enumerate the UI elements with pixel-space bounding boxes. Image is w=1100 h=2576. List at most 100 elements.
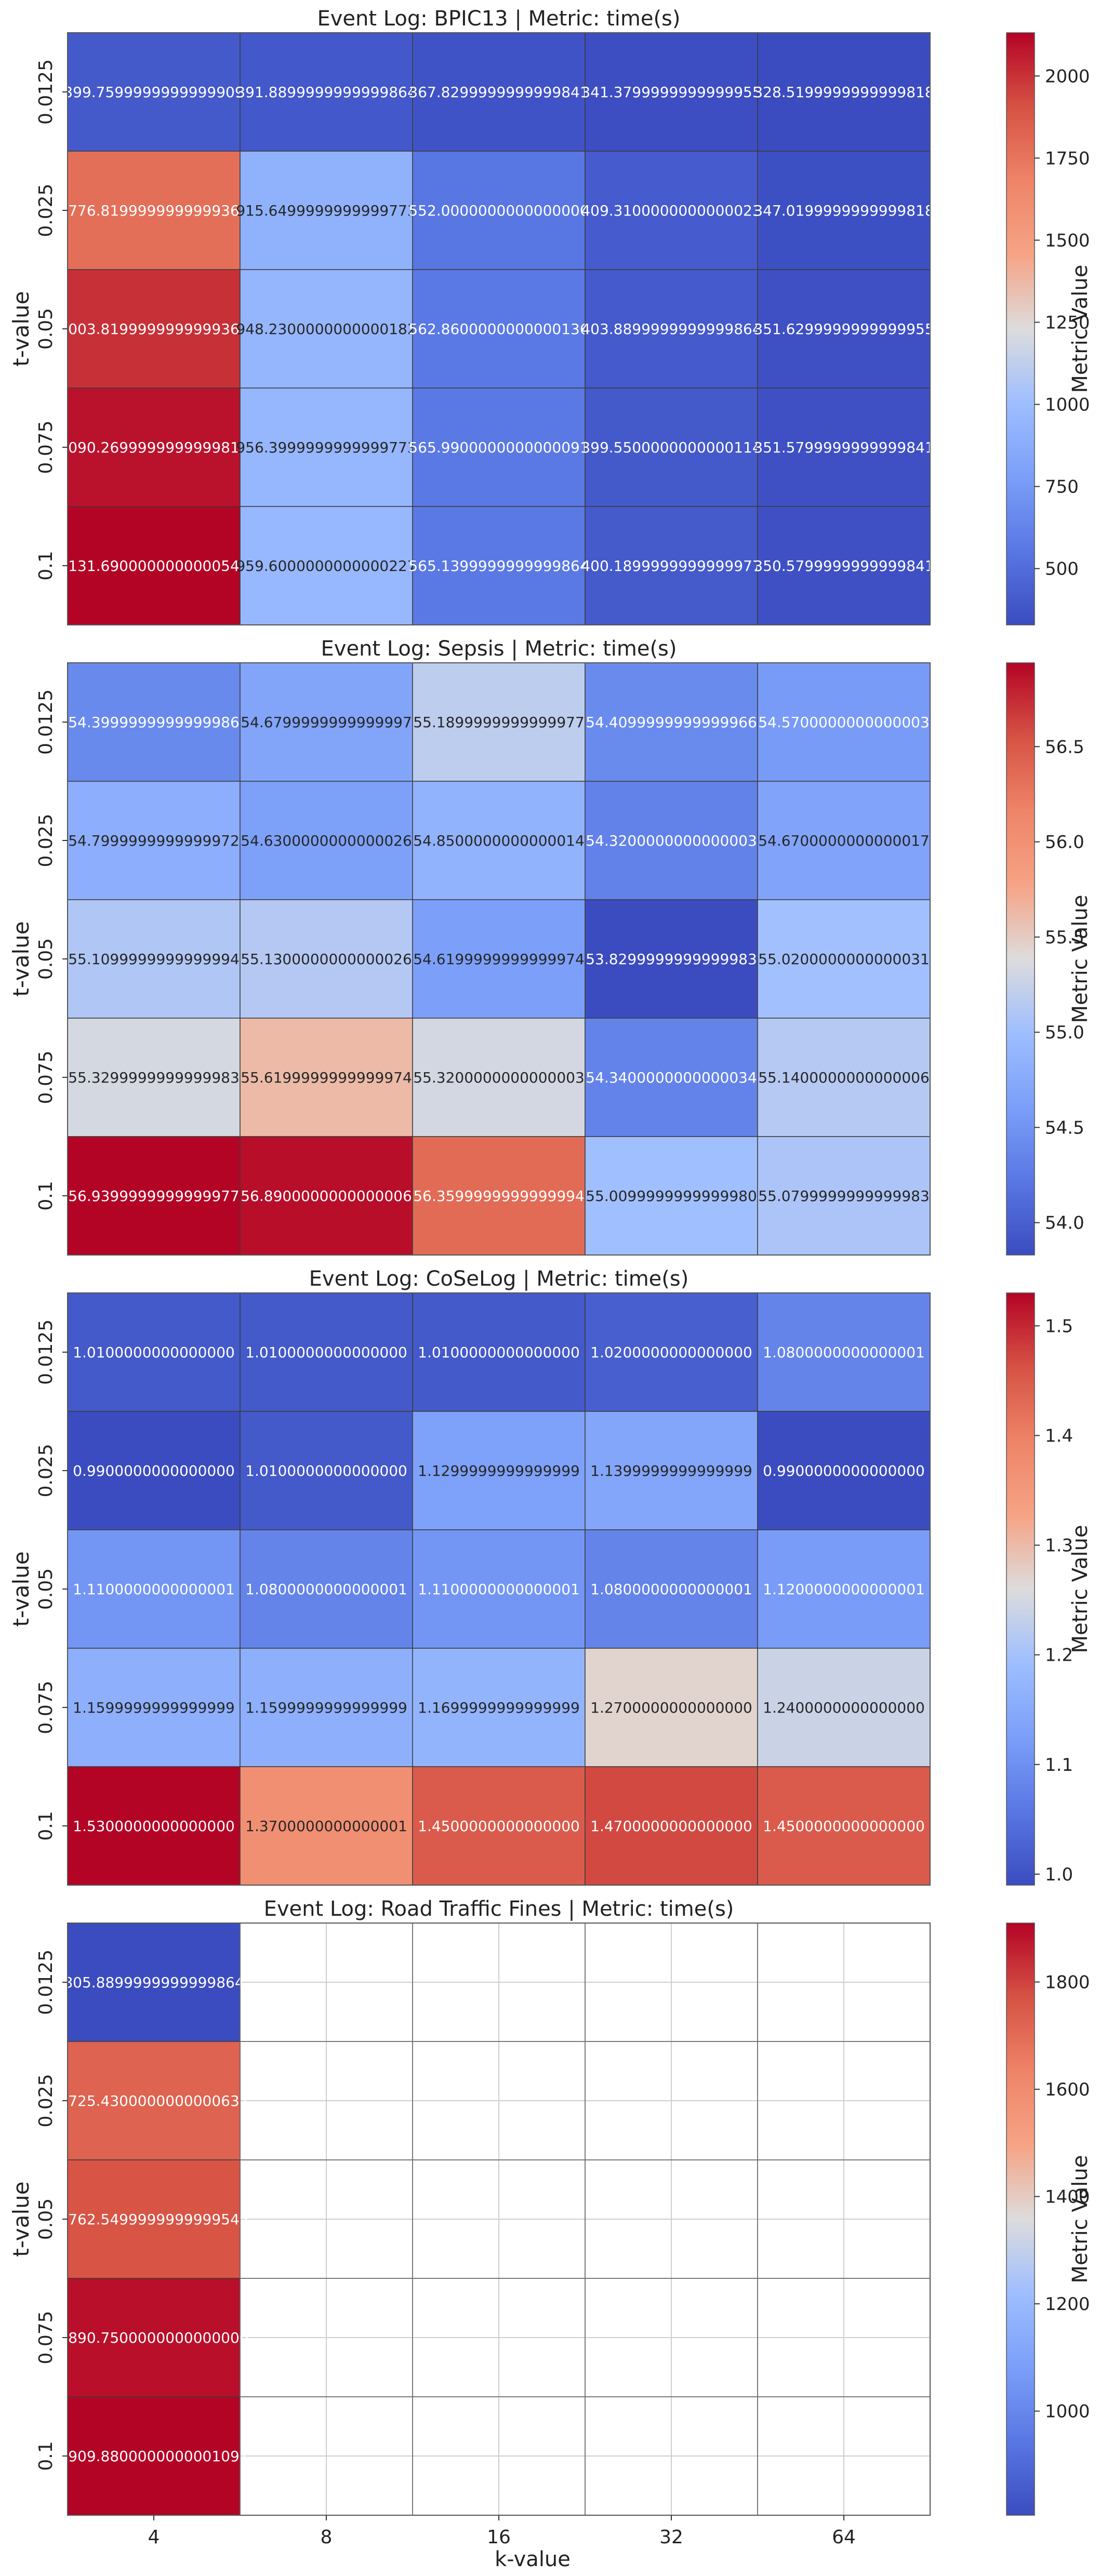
cell-value-label: 341.3799999999999955: [581, 84, 761, 101]
x-tick-label: 4: [148, 2527, 160, 2548]
cell-value-label: 1.4500000000000000: [763, 1818, 925, 1835]
cell-value-label: 1762.5499999999999545: [59, 2211, 248, 2228]
colorbar-tick-label: 56.5: [1045, 737, 1084, 757]
cell-value-label: 1.1399999999999999: [590, 1462, 752, 1479]
heatmap-cell: [585, 1411, 758, 1530]
heatmap-cell: [240, 899, 413, 1019]
cell-value-label: 565.1399999999999864: [408, 557, 589, 575]
heatmap-cell: [585, 506, 758, 625]
heatmap-cell: [412, 1292, 586, 1412]
heatmap-cell: [412, 1136, 586, 1256]
cell-value-label: 1.1100000000000001: [73, 1581, 235, 1598]
cell-value-label: 552.0000000000000000: [408, 202, 589, 219]
cell-value-label: 959.6000000000000227: [236, 557, 416, 575]
y-axis-title: t-value: [8, 2181, 34, 2257]
colorbar-tick-label: 1.1: [1045, 1755, 1073, 1776]
colorbar-tick-label: 56.0: [1045, 832, 1084, 853]
y-tick-label: 0.025: [35, 1444, 57, 1497]
cell-value-label: 1.3700000000000001: [245, 1818, 407, 1835]
heatmap-cell: [240, 1648, 413, 1767]
cell-value-label: 328.5199999999999818: [753, 84, 934, 101]
heatmap-cell: [240, 32, 413, 152]
panel-title: Event Log: Sepsis | Metric: time(s): [321, 637, 677, 661]
heatmap-cell: [757, 1136, 931, 1256]
cell-value-label: 54.6300000000000026: [241, 832, 412, 849]
heatmap-cell: [757, 1766, 931, 1886]
heatmap-cell: [67, 32, 241, 152]
cell-value-label: 56.9399999999999977: [68, 1187, 240, 1205]
cell-value-label: 55.0099999999999980: [586, 1187, 757, 1205]
cell-value-label: 53.8299999999999983: [586, 951, 757, 968]
cell-value-label: 1.0800000000000001: [245, 1581, 407, 1598]
heatmap-cell: [67, 2159, 241, 2279]
y-tick-label: 0.075: [35, 1050, 57, 1104]
cell-value-label: 565.9900000000000091: [408, 439, 589, 456]
heatmap-cell: [67, 1136, 241, 1256]
colorbar-tick-label: 1400: [1045, 2187, 1090, 2208]
heatmap-cell: [67, 662, 241, 782]
cell-value-label: 1909.8800000000001091: [59, 2448, 248, 2465]
y-tick-label: 0.075: [35, 1680, 57, 1734]
y-tick-label: 0.025: [35, 183, 57, 237]
heatmap-cell: [585, 1292, 758, 1412]
heatmap-cell: [585, 899, 758, 1019]
colorbar-tick-label: 1250: [1045, 312, 1090, 333]
colorbar-tick-label: 1.0: [1045, 1864, 1073, 1885]
cell-value-label: 2003.8199999999999363: [59, 321, 248, 338]
colorbar-label: Metric Value: [1068, 2155, 1092, 2284]
y-axis-title: t-value: [8, 291, 34, 366]
y-tick-label: 0.05: [35, 938, 57, 980]
cell-value-label: 1.1299999999999999: [418, 1462, 580, 1479]
heatmap-cell: [757, 269, 931, 389]
colorbar-tick-label: 1600: [1045, 2079, 1090, 2100]
cell-value-label: 0.9900000000000000: [73, 1462, 235, 1479]
heatmap-cell: [67, 781, 241, 900]
heatmap-cell: [585, 151, 758, 270]
heatmap-cell: [67, 1411, 241, 1530]
heatmap-cell: [67, 1529, 241, 1649]
cell-value-label: 1.0100000000000000: [245, 1462, 407, 1479]
heatmap-cell: [67, 1648, 241, 1767]
heatmap-panel: Event Log: BPIC13 | Metric: time(s) 399.7…: [8, 7, 1092, 625]
cell-value-label: 1.4500000000000000: [418, 1818, 580, 1835]
cell-value-label: 403.8899999999999864: [581, 321, 761, 338]
heatmap-cell: [67, 1923, 241, 2042]
cell-value-label: 1.1599999999999999: [245, 1699, 407, 1716]
cell-value-label: 54.4099999999999966: [586, 714, 757, 731]
y-tick-label: 0.075: [35, 2311, 57, 2364]
heatmap-cell: [240, 1766, 413, 1886]
y-tick-label: 0.05: [35, 308, 57, 350]
cell-value-label: 1.0800000000000001: [763, 1344, 925, 1361]
cell-value-label: 351.5799999999999841: [753, 439, 934, 456]
cell-value-label: 1.1200000000000001: [763, 1581, 925, 1598]
cell-value-label: 1.0800000000000001: [590, 1581, 752, 1598]
heatmap-cell: [757, 388, 931, 507]
colorbar-tick-label: 55.5: [1045, 927, 1084, 948]
y-tick-label: 0.1: [35, 1181, 57, 1210]
cell-value-label: 56.8900000000000006: [241, 1187, 412, 1205]
heatmap-cell: [757, 899, 931, 1019]
colorbar-tick-label: 500: [1045, 559, 1079, 580]
cell-value-label: 1.0100000000000000: [245, 1344, 407, 1361]
heatmap-cell: [412, 899, 586, 1019]
y-axis-title: t-value: [8, 1551, 34, 1626]
heatmap-cell: [412, 388, 586, 507]
colorbar-tick-label: 1.4: [1045, 1425, 1073, 1446]
cell-value-label: 55.0200000000000031: [758, 951, 930, 968]
cell-value-label: 347.0199999999999818: [753, 202, 934, 219]
cell-value-label: 1.2400000000000000: [763, 1699, 925, 1716]
cell-value-label: 1890.7500000000000000: [59, 2329, 248, 2346]
cell-value-label: 948.2300000000000182: [236, 321, 416, 338]
heatmap-cell: [412, 1648, 586, 1767]
y-tick-label: 0.0125: [35, 59, 57, 125]
cell-value-label: 367.8299999999999841: [408, 84, 589, 101]
cell-value-label: 55.1300000000000026: [241, 951, 412, 968]
cell-value-label: 1.0100000000000000: [73, 1344, 235, 1361]
heatmap-cell: [412, 506, 586, 625]
cell-value-label: 1.4700000000000000: [590, 1818, 752, 1835]
heatmap-cell: [757, 32, 931, 152]
cell-value-label: 54.6799999999999997: [241, 714, 412, 731]
cell-value-label: 55.3200000000000003: [413, 1069, 585, 1086]
cell-value-label: 400.1899999999999977: [581, 557, 761, 575]
colorbar-tick-label: 54.5: [1045, 1117, 1084, 1138]
